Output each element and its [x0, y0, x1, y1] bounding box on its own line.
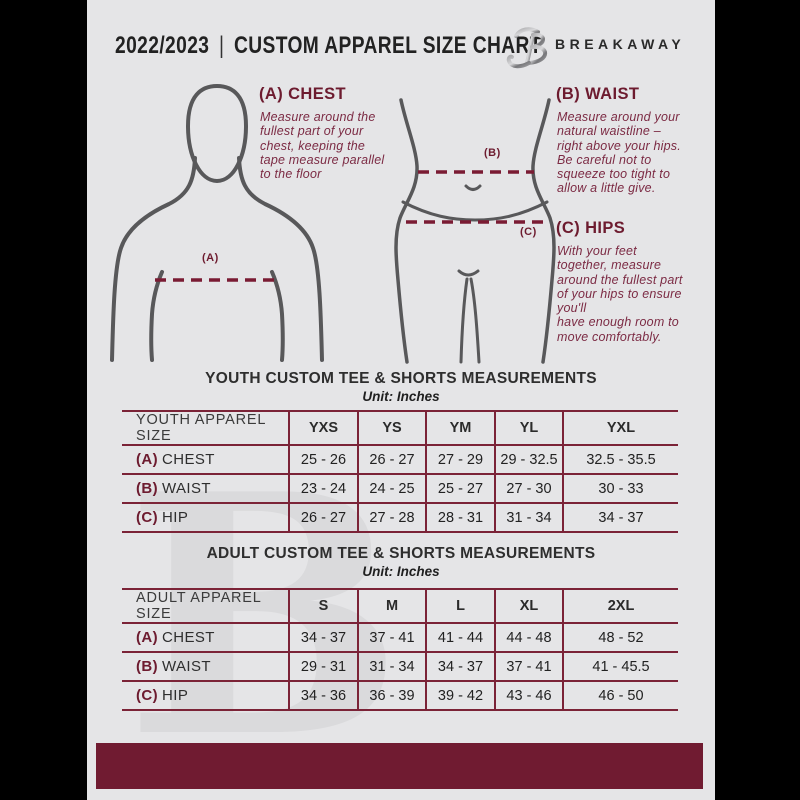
youth-size-label: YOUTH APPAREL SIZE — [122, 410, 289, 445]
right-inner-arm-outline — [270, 270, 285, 362]
table-row-waist: (B) WAIST 29 - 31 31 - 34 34 - 37 37 - 41… — [122, 651, 678, 681]
table-cell: 27 - 30 — [494, 473, 563, 503]
table-cell: 23 - 24 — [288, 473, 358, 503]
column-header: 2XL — [562, 588, 678, 623]
table-cell: 41 - 45.5 — [562, 651, 678, 681]
column-header: L — [425, 588, 495, 623]
row-label: (B) WAIST — [122, 651, 289, 681]
table-cell: 25 - 27 — [425, 473, 495, 503]
left-torso-leg-outline — [394, 98, 419, 364]
table-cell: 30 - 33 — [562, 473, 678, 503]
table-cell: 41 - 44 — [425, 622, 495, 652]
row-label: (A) CHEST — [122, 444, 289, 474]
waist-marker-label: (B) — [484, 147, 501, 159]
hips-instructions: With your feet together, measure around … — [557, 244, 683, 344]
table-row-chest: (A) CHEST 25 - 26 26 - 27 27 - 29 29 - 32… — [122, 444, 678, 474]
youth-size-table: YOUTH APPAREL SIZE YXS YS YM YL YXL (A) C… — [122, 410, 678, 533]
table-cell: 36 - 39 — [357, 680, 426, 710]
table-row-hip: (C) HIP 34 - 36 36 - 39 39 - 42 43 - 46 4… — [122, 680, 678, 710]
youth-header-row: YOUTH APPAREL SIZE YXS YS YM YL YXL — [122, 410, 678, 445]
column-header: YXL — [562, 410, 678, 445]
crotch-curve — [457, 269, 480, 277]
hips-marker-label: (C) — [520, 226, 537, 238]
waist-instructions: Measure around your natural waistline – … — [557, 110, 681, 196]
adult-unit-label: Unit: Inches — [362, 564, 440, 579]
chest-instructions: Measure around the fullest part of your … — [260, 110, 385, 181]
column-header: S — [288, 588, 358, 623]
table-cell: 37 - 41 — [494, 651, 563, 681]
row-label: (C) HIP — [122, 502, 289, 532]
table-cell: 37 - 41 — [357, 622, 426, 652]
column-header: YS — [357, 410, 426, 445]
chart-title: CUSTOM APPAREL SIZE CHART — [233, 32, 542, 59]
table-cell: 44 - 48 — [494, 622, 563, 652]
table-cell: 25 - 26 — [288, 444, 358, 474]
table-cell: 34 - 36 — [288, 680, 358, 710]
youth-section-title: YOUTH CUSTOM TEE & SHORTS MEASUREMENTS — [205, 370, 597, 387]
chest-marker-label: (A) — [202, 252, 219, 264]
right-inner-leg-outline — [469, 277, 481, 364]
table-cell: 24 - 25 — [357, 473, 426, 503]
season-label: 2022/2023 — [115, 32, 210, 59]
table-cell: 27 - 28 — [357, 502, 426, 532]
right-torso-leg-outline — [531, 98, 556, 364]
page-title: 2022/2023 | CUSTOM APPAREL SIZE CHART — [115, 32, 542, 60]
table-cell: 26 - 27 — [288, 502, 358, 532]
table-cell: 31 - 34 — [494, 502, 563, 532]
left-inner-arm-outline — [149, 270, 164, 362]
table-cell: 34 - 37 — [288, 622, 358, 652]
waist-heading: (B) WAIST — [556, 85, 640, 103]
hip-curve — [401, 200, 549, 222]
table-row-hip: (C) HIP 26 - 27 27 - 28 28 - 31 31 - 34 3… — [122, 502, 678, 532]
table-cell: 34 - 37 — [562, 502, 678, 532]
table-cell: 39 - 42 — [425, 680, 495, 710]
column-header: YXS — [288, 410, 358, 445]
table-row-chest: (A) CHEST 34 - 37 37 - 41 41 - 44 44 - 48… — [122, 622, 678, 652]
chest-heading: (A) CHEST — [259, 85, 347, 103]
head-outline — [185, 84, 249, 184]
adult-header-row: ADULT APPAREL SIZE S M L XL 2XL — [122, 588, 678, 623]
table-cell: 43 - 46 — [494, 680, 563, 710]
column-header: M — [357, 588, 426, 623]
right-shoulder-arm-outline — [237, 156, 324, 362]
adult-size-table: ADULT APPAREL SIZE S M L XL 2XL (A) CHEST… — [122, 588, 678, 711]
column-header: YM — [425, 410, 495, 445]
adult-size-label: ADULT APPAREL SIZE — [122, 588, 289, 623]
youth-unit-label: Unit: Inches — [362, 389, 440, 404]
row-label: (A) CHEST — [122, 622, 289, 652]
brand-name: BREAKAWAY — [555, 36, 686, 52]
table-cell: 48 - 52 — [562, 622, 678, 652]
hips-heading: (C) HIPS — [556, 219, 626, 237]
table-cell: 26 - 27 — [357, 444, 426, 474]
table-cell: 34 - 37 — [425, 651, 495, 681]
adult-section-title: ADULT CUSTOM TEE & SHORTS MEASUREMENTS — [206, 545, 596, 562]
torso-chest-figure — [110, 84, 324, 362]
table-cell: 29 - 32.5 — [494, 444, 563, 474]
breakaway-logo-icon — [506, 27, 548, 69]
footer-accent-bar — [96, 743, 703, 789]
table-cell: 31 - 34 — [357, 651, 426, 681]
column-header: XL — [494, 588, 563, 623]
table-cell: 27 - 29 — [425, 444, 495, 474]
waist-hips-figure — [394, 98, 556, 364]
row-label: (B) WAIST — [122, 473, 289, 503]
column-header: YL — [494, 410, 563, 445]
page-header: 2022/2023 | CUSTOM APPAREL SIZE CHART — [115, 27, 690, 69]
title-separator: | — [218, 32, 225, 59]
table-cell: 29 - 31 — [288, 651, 358, 681]
table-row-waist: (B) WAIST 23 - 24 24 - 25 25 - 27 27 - 30… — [122, 473, 678, 503]
navel-mark — [464, 184, 482, 191]
table-cell: 28 - 31 — [425, 502, 495, 532]
table-cell: 46 - 50 — [562, 680, 678, 710]
size-chart-page: B 2022/2023 | CUSTOM APPAREL SIZE CHART — [87, 0, 715, 800]
row-label: (C) HIP — [122, 680, 289, 710]
left-inner-leg-outline — [459, 277, 469, 364]
table-cell: 32.5 - 35.5 — [562, 444, 678, 474]
left-shoulder-arm-outline — [110, 156, 197, 362]
